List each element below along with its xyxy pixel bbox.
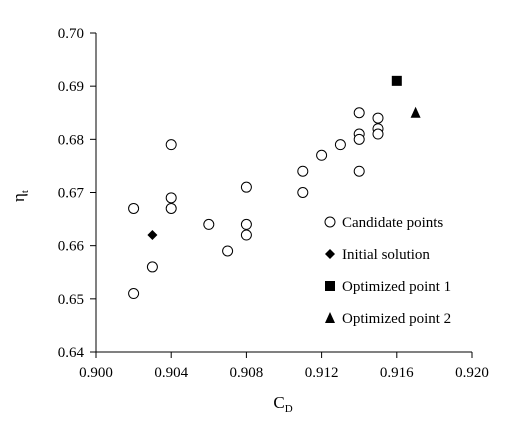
- point-series-0: [165, 202, 177, 214]
- legend-marker-0: [324, 216, 336, 228]
- legend-marker-1: [325, 249, 335, 259]
- point-series-0: [240, 181, 252, 193]
- point-series-0: [372, 128, 384, 140]
- point-series-0: [334, 139, 346, 151]
- x-axis-title-subscript: D: [285, 403, 293, 415]
- y-tick-label: 0.67: [58, 186, 85, 202]
- data-points: [128, 75, 421, 300]
- y-axis-title-subscript: t: [19, 190, 31, 193]
- legend-label-0: Candidate points: [342, 215, 443, 231]
- x-tick-label: 0.904: [154, 365, 188, 381]
- point-series-0: [240, 218, 252, 230]
- y-axis-title-main: η: [9, 193, 28, 202]
- point-series-0: [353, 133, 365, 145]
- x-axis-title: CD: [273, 393, 292, 415]
- point-series-0: [165, 139, 177, 151]
- y-tick-label: 0.65: [58, 292, 84, 308]
- point-series-0: [165, 192, 177, 204]
- point-series-0: [222, 245, 234, 257]
- y-tick-label: 0.70: [58, 26, 84, 42]
- point-series-0: [128, 288, 140, 300]
- y-tick-label: 0.64: [58, 345, 85, 361]
- point-series-2: [391, 75, 402, 86]
- legend-label-1: Initial solution: [342, 247, 430, 263]
- point-series-0: [297, 187, 309, 198]
- y-tick-label: 0.69: [58, 79, 84, 95]
- x-tick-label: 0.900: [79, 365, 113, 381]
- axis-ticks: [90, 32, 473, 358]
- y-tick-label: 0.68: [58, 132, 84, 148]
- legend-label-2: Optimized point 1: [342, 279, 451, 295]
- legend-marker-2: [325, 281, 335, 291]
- point-series-0: [203, 218, 215, 230]
- legend: Candidate points Initial solution Optimize…: [324, 215, 451, 327]
- point-series-1: [147, 230, 158, 241]
- point-series-3: [410, 106, 421, 118]
- point-series-0: [240, 229, 252, 241]
- point-series-0: [353, 107, 365, 119]
- point-series-0: [316, 149, 328, 161]
- legend-marker-3: [325, 312, 335, 323]
- y-tick-label: 0.66: [58, 239, 85, 255]
- point-series-0: [128, 202, 140, 214]
- point-series-0: [297, 165, 309, 177]
- point-series-0: [146, 261, 158, 273]
- x-tick-label: 0.912: [305, 365, 339, 381]
- legend-label-3: Optimized point 2: [342, 311, 451, 327]
- x-tick-label: 0.920: [455, 365, 489, 381]
- y-axis-title: ηt: [9, 190, 31, 202]
- point-series-0: [353, 165, 365, 177]
- x-tick-label: 0.916: [380, 365, 414, 381]
- tick-labels: 0.900 0.904 0.908 0.912 0.916 0.920 0.64 0.65 0.…: [58, 26, 489, 381]
- x-axis-title-main: C: [273, 393, 284, 412]
- x-tick-label: 0.908: [230, 365, 264, 381]
- point-series-0: [372, 112, 384, 124]
